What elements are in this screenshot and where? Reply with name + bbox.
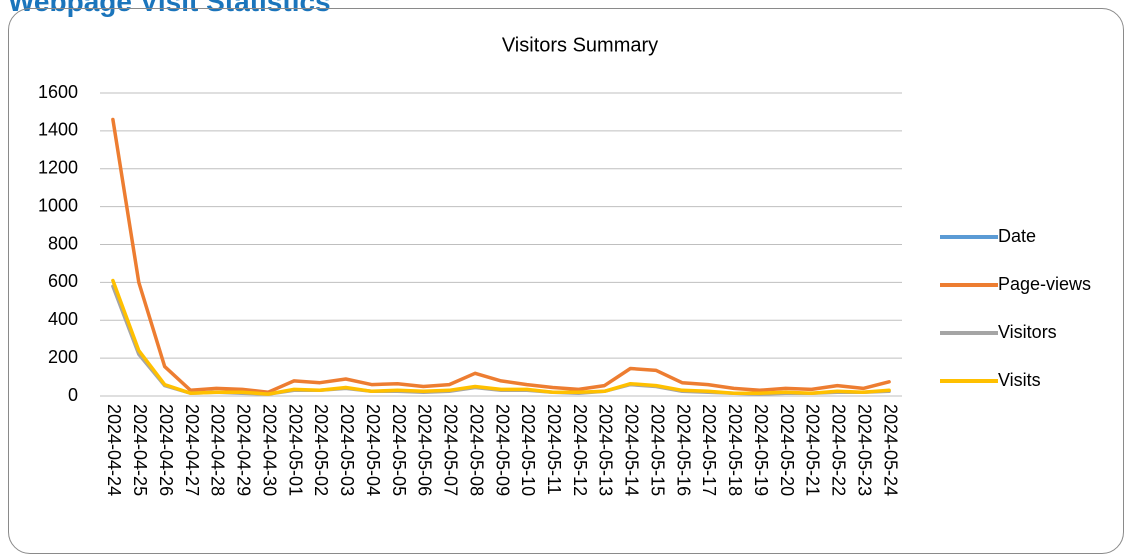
x-tick-label: 2024-05-04 [363,404,383,496]
y-tick-label: 200 [48,347,78,367]
x-tick-label: 2024-05-22 [829,404,849,496]
x-tick-label: 2024-05-05 [389,404,409,496]
x-tick-label: 2024-04-24 [104,404,124,496]
x-tick-label: 2024-04-26 [156,404,176,496]
x-tick-label: 2024-05-14 [622,404,642,496]
series-line [111,117,891,394]
y-tick-label: 1200 [38,158,78,178]
y-tick-label: 400 [48,309,78,329]
x-tick-label: 2024-05-24 [880,404,900,496]
series-line [111,284,891,396]
x-tick-label: 2024-05-11 [544,404,564,495]
x-tick-label: 2024-04-29 [234,404,254,496]
y-tick-label: 1400 [38,120,78,140]
x-tick-label: 2024-05-07 [441,404,461,496]
y-tick-label: 0 [68,385,78,405]
x-tick-label: 2024-05-02 [311,404,331,496]
x-tick-label: 2024-04-30 [259,404,279,496]
x-tick-label: 2024-05-17 [699,404,719,496]
x-tick-label: 2024-04-27 [182,404,202,496]
legend-label: Visits [998,370,1041,390]
x-tick-label: 2024-05-19 [751,404,771,496]
y-tick-label: 1000 [38,195,78,215]
y-tick-label: 600 [48,271,78,291]
y-tick-label: 1600 [38,82,78,102]
x-tick-label: 2024-05-15 [647,404,667,496]
x-tick-label: 2024-04-25 [130,404,150,496]
x-tick-label: 2024-05-10 [518,404,538,496]
legend-label: Date [998,226,1036,246]
legend-label: Page-views [998,274,1091,294]
x-tick-label: 2024-05-18 [725,404,745,496]
x-tick-label: 2024-05-16 [673,404,693,496]
x-tick-label: 2024-05-03 [337,404,357,496]
series-line [111,278,891,396]
x-tick-label: 2024-04-28 [208,404,228,496]
x-tick-label: 2024-05-20 [777,404,797,496]
x-tick-label: 2024-05-09 [492,404,512,496]
y-tick-label: 800 [48,233,78,253]
legend-label: Visitors [998,322,1057,342]
x-tick-label: 2024-05-06 [415,404,435,496]
chart-title: Visitors Summary [502,34,658,56]
x-tick-label: 2024-05-01 [285,404,305,496]
x-tick-label: 2024-05-13 [596,404,616,496]
x-tick-label: 2024-05-08 [466,404,486,496]
x-tick-label: 2024-05-21 [803,404,823,496]
x-tick-label: 2024-05-12 [570,404,590,496]
x-tick-label: 2024-05-23 [854,404,874,496]
